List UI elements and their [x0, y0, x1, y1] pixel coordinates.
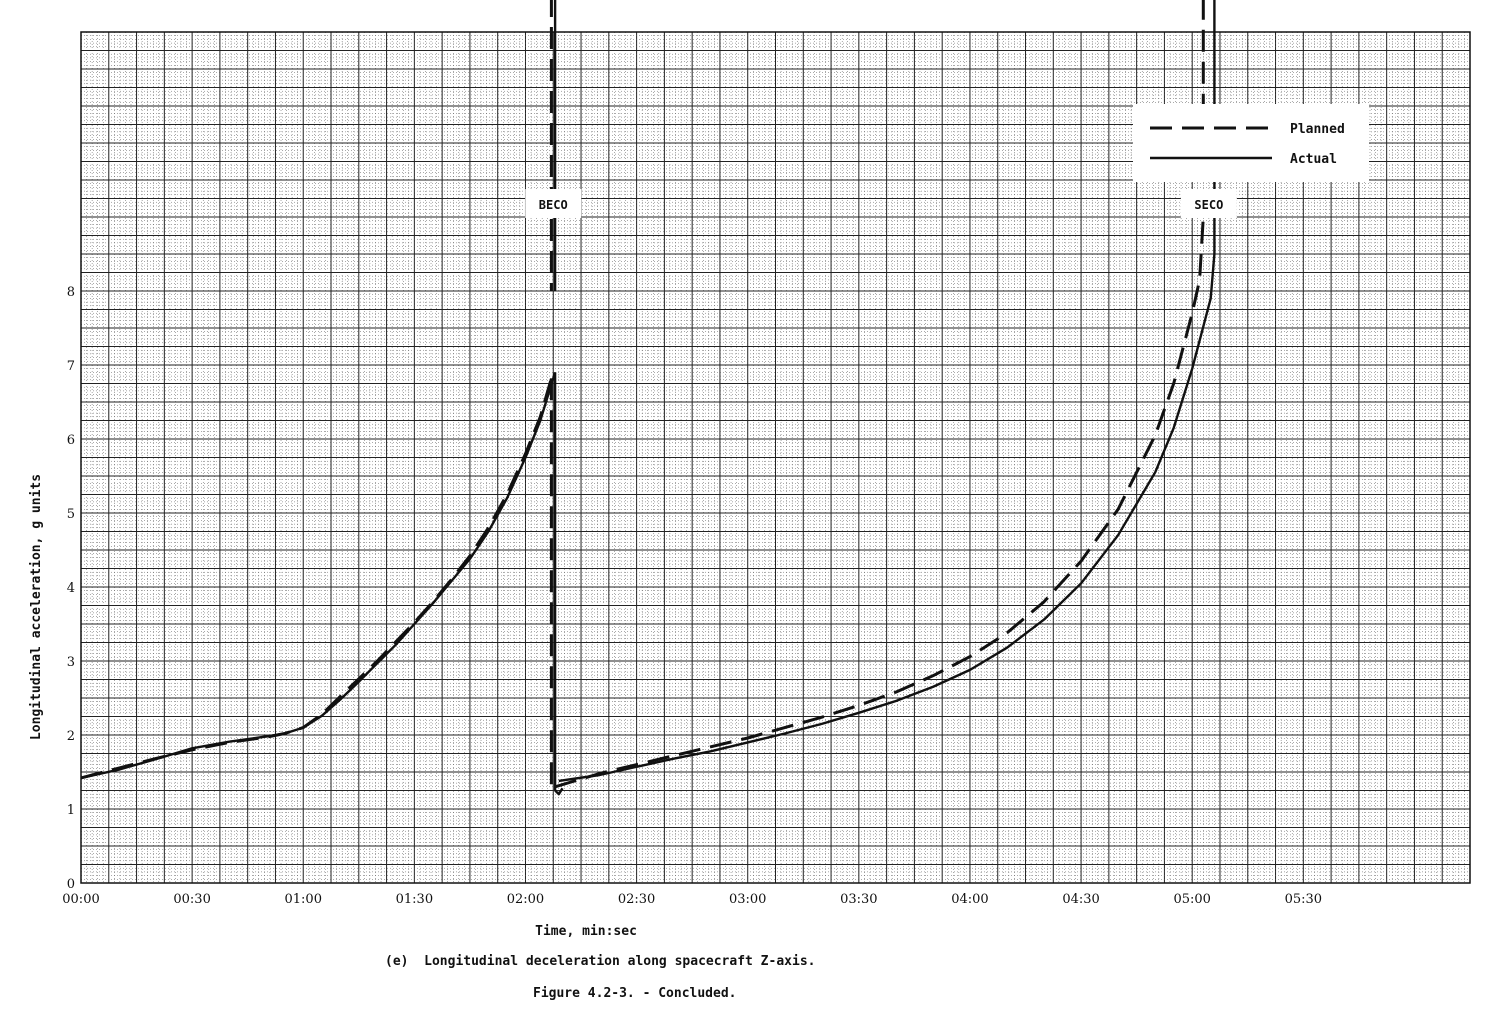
y-axis-label: Longitudinal acceleration, g units: [29, 474, 44, 740]
x-tick-label: 05:00: [1173, 892, 1210, 907]
chart-axes: 00:00 00:30 01:00 01:30 02:00 02:30 03:00 03:30…: [29, 285, 1322, 939]
y-tick-label: 8: [67, 285, 75, 300]
subfigure-caption: (e) Longitudinal deceleration along spac…: [385, 954, 816, 969]
annotation-box: [1180, 189, 1237, 218]
y-tick-label: 7: [67, 359, 75, 374]
x-tick-label: 02:30: [618, 892, 655, 907]
x-tick-label: 01:00: [285, 892, 322, 907]
annotation-label: BECO: [539, 198, 568, 212]
legend-label-planned: Planned: [1290, 122, 1345, 137]
plot-frame: [80, 31, 1471, 884]
y-tick-label: 0: [67, 877, 75, 892]
legend-box: [1133, 104, 1369, 182]
x-tick-label: 04:00: [951, 892, 988, 907]
figure-caption: Figure 4.2-3. - Concluded.: [533, 986, 737, 1001]
annotation-box: [525, 189, 582, 218]
annotation-seco: SECO: [1180, 189, 1237, 218]
series-line-planned: [554, 0, 1205, 789]
x-tick-label: 01:30: [396, 892, 433, 907]
legend-label-actual: Actual: [1290, 152, 1337, 167]
x-tick-label: 04:30: [1062, 892, 1099, 907]
x-tick-label: 03:30: [840, 892, 877, 907]
x-tick-label: 03:00: [729, 892, 766, 907]
series-line-actual: [558, 0, 1216, 783]
chart-legend: Planned Actual: [1133, 104, 1369, 182]
y-tick-label: 4: [67, 581, 75, 596]
y-tick-label: 5: [67, 507, 75, 522]
y-tick-label: 6: [67, 433, 75, 448]
series-line-actual: [554, 787, 564, 796]
annotation-label: SECO: [1194, 198, 1223, 212]
y-tick-label: 3: [67, 655, 75, 670]
y-tick-label: 1: [67, 803, 75, 818]
chart-annotations: BECO SECO: [525, 189, 1237, 218]
chart-series: [80, 0, 1216, 796]
x-axis-label: Time, min:sec: [535, 924, 637, 939]
annotation-beco: BECO: [525, 189, 582, 218]
x-tick-label: 00:00: [62, 892, 99, 907]
x-tick-label: 00:30: [173, 892, 210, 907]
x-tick-label: 02:00: [507, 892, 544, 907]
series-line-actual: [80, 372, 557, 780]
x-tick-label: 05:30: [1285, 892, 1322, 907]
y-tick-label: 2: [67, 729, 75, 744]
